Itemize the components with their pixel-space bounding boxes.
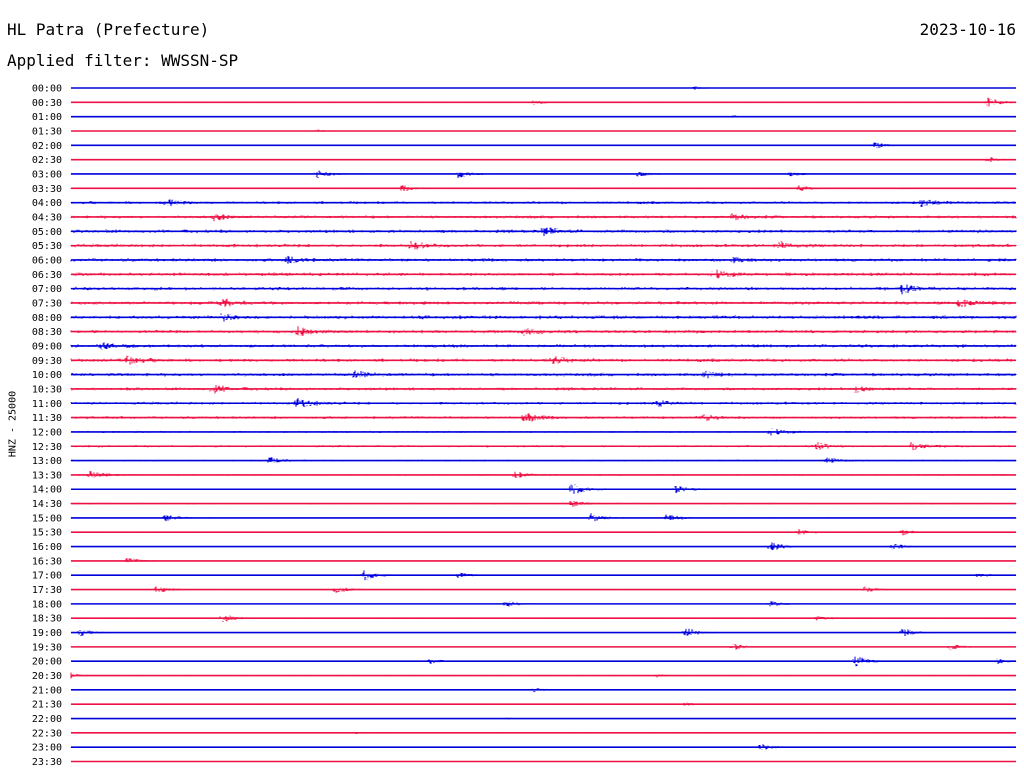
seismic-trace	[70, 628, 1017, 637]
time-label: 21:30	[32, 700, 62, 711]
seismic-trace	[70, 471, 1017, 478]
time-label: 09:00	[32, 341, 62, 352]
time-label: 10:00	[32, 370, 62, 381]
time-label: 07:30	[32, 298, 62, 309]
time-label: 15:00	[32, 513, 62, 524]
time-label: 16:00	[32, 542, 62, 553]
seismic-trace	[70, 557, 1017, 563]
time-label: 11:00	[32, 399, 62, 410]
seismic-trace	[70, 398, 1017, 407]
seismic-trace	[70, 269, 1017, 279]
seismic-trace	[70, 370, 1017, 379]
time-label: 22:30	[32, 728, 62, 739]
seismic-trace	[70, 615, 1017, 623]
time-label: 12:00	[32, 427, 62, 438]
time-label: 15:30	[32, 528, 62, 539]
seismic-trace	[70, 529, 1017, 536]
time-label: 20:00	[32, 657, 62, 668]
filter-label: Applied filter: WWSSN-SP	[7, 51, 239, 70]
seismic-trace	[70, 717, 1017, 720]
seismic-trace	[70, 513, 1017, 522]
seismic-trace	[70, 413, 1017, 422]
time-label: 06:00	[32, 255, 62, 266]
seismic-trace	[70, 672, 1017, 679]
seismic-trace	[70, 313, 1017, 322]
time-label: 01:00	[32, 112, 62, 123]
seismic-trace	[70, 170, 1017, 178]
time-label: 23:30	[32, 757, 62, 768]
time-label: 05:30	[32, 241, 62, 252]
seismic-trace	[70, 656, 1017, 667]
time-label: 04:00	[32, 198, 62, 209]
seismic-trace	[70, 97, 1017, 107]
time-label: 19:00	[32, 628, 62, 639]
seismic-trace	[70, 570, 1017, 581]
seismic-trace	[70, 702, 1017, 706]
time-label: 17:00	[32, 571, 62, 582]
time-label: 16:30	[32, 556, 62, 567]
time-label: 20:30	[32, 671, 62, 682]
time-label: 12:30	[32, 442, 62, 453]
seismic-trace	[70, 484, 1017, 494]
time-label: 00:00	[32, 84, 62, 95]
time-label: 06:30	[32, 270, 62, 281]
seismic-trace	[70, 428, 1017, 436]
seismic-trace	[70, 586, 1017, 593]
record-date: 2023-10-16	[919, 20, 1016, 39]
time-label: 03:00	[32, 169, 62, 180]
time-label: 18:00	[32, 599, 62, 610]
time-label: 23:00	[32, 743, 62, 754]
seismic-trace	[70, 342, 1017, 350]
time-label: 19:30	[32, 642, 62, 653]
time-label: 08:30	[32, 327, 62, 338]
seismic-trace	[70, 213, 1017, 222]
time-label: 22:00	[32, 714, 62, 725]
time-label: 14:30	[32, 499, 62, 510]
time-label: 09:30	[32, 356, 62, 367]
seismic-trace	[70, 298, 1017, 307]
time-label: 07:00	[32, 284, 62, 295]
seismic-trace	[71, 142, 1017, 149]
time-label: 14:00	[32, 485, 62, 496]
seismic-trace	[70, 284, 1017, 295]
seismic-trace	[70, 227, 1017, 237]
time-label: 01:30	[32, 126, 62, 137]
time-label: 03:30	[32, 184, 62, 195]
time-label: 11:30	[32, 413, 62, 424]
time-label: 13:30	[32, 470, 62, 481]
seismic-trace	[70, 255, 1017, 264]
time-label: 02:30	[32, 155, 62, 166]
seismic-trace	[70, 241, 1017, 250]
seismic-trace	[70, 442, 1017, 452]
time-label: 04:30	[32, 212, 62, 223]
seismic-trace	[70, 185, 1017, 191]
time-label: 17:30	[32, 585, 62, 596]
time-label: 13:00	[32, 456, 62, 467]
time-label: 10:30	[32, 384, 62, 395]
time-label: 18:30	[32, 614, 62, 625]
seismic-trace	[70, 326, 1017, 336]
seismic-trace	[70, 115, 1016, 118]
seismic-trace	[70, 601, 1017, 607]
time-label: 08:00	[32, 313, 62, 324]
time-label: 21:00	[32, 685, 62, 696]
time-label: 00:30	[32, 98, 62, 109]
seismic-trace	[70, 643, 1017, 651]
station-title: HL Patra (Prefecture)	[7, 20, 210, 39]
seismic-trace	[70, 457, 1017, 463]
time-label: 05:00	[32, 227, 62, 238]
seismic-trace	[70, 744, 1017, 750]
seismic-trace	[70, 385, 1017, 394]
seismic-trace	[70, 542, 1017, 551]
seismic-trace	[70, 157, 1017, 163]
seismic-trace	[70, 199, 1017, 207]
time-label: 02:00	[32, 141, 62, 152]
